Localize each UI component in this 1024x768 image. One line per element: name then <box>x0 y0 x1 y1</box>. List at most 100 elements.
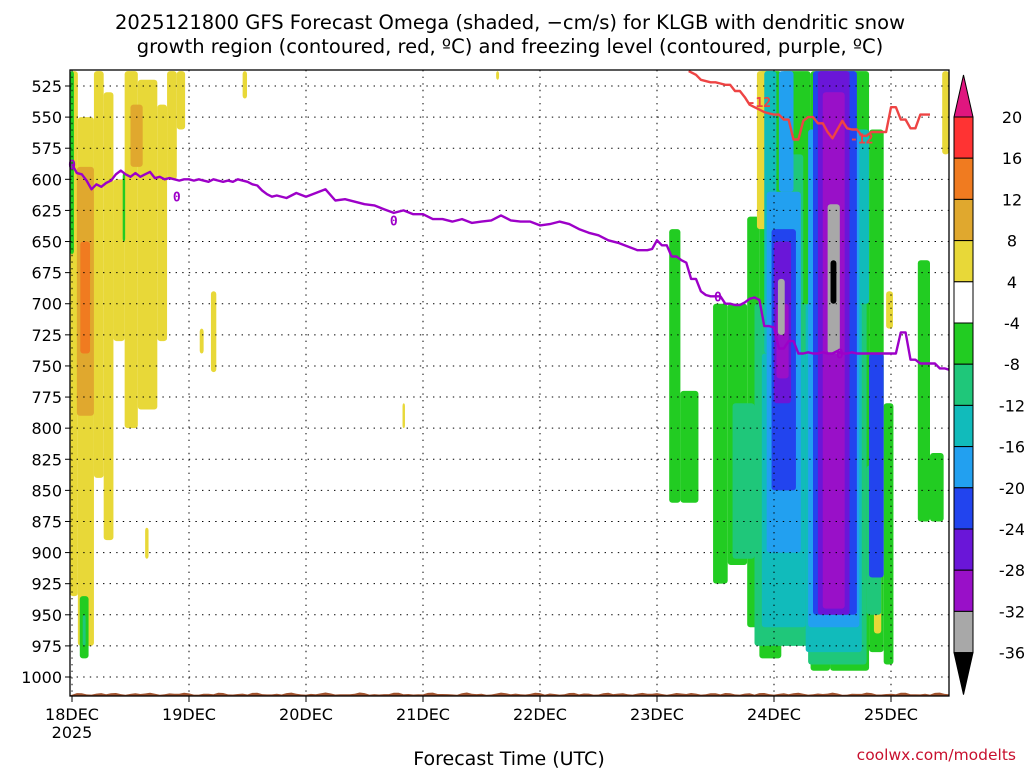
colorbar-label-16: 16 <box>1002 149 1022 168</box>
dgz-label: -12 <box>850 132 873 147</box>
omega-region-isolated-yellow-e <box>242 71 248 99</box>
omega-region-late-yellow-b <box>942 71 949 155</box>
omega-region-late-green-a <box>669 229 681 503</box>
chart-title-line2: growth region (contoured, red, ºC) and f… <box>137 35 884 58</box>
omega-region-isolated-yellow-f <box>496 71 500 80</box>
x-tick-label-18DEC: 18DEC <box>45 705 99 724</box>
colorbar-swatch--16-to--12 <box>953 404 974 448</box>
y-tick-label-525: 525 <box>31 77 62 96</box>
grid-lines <box>70 70 949 696</box>
omega-region-early-yellow-h <box>167 71 177 180</box>
x-tick-label-19DEC: 19DEC <box>162 705 216 724</box>
omega-region-late-black-a <box>830 260 837 304</box>
x-axis-title: Forecast Time (UTC) <box>413 748 604 768</box>
colorbar-label--24: -24 <box>999 520 1024 539</box>
omega-region-late-green-k <box>883 403 894 665</box>
y-tick-label-750: 750 <box>31 357 62 376</box>
freezing-level-label: 0 <box>390 214 398 229</box>
colorbar-swatch--20-to--16 <box>953 446 974 489</box>
omega-region-early-orange-a <box>80 241 91 354</box>
chart-title-line1: 2025121800 GFS Forecast Omega (shaded, −… <box>115 11 905 34</box>
omega-region-isolated-yellow-c <box>145 527 149 559</box>
colorbar-swatch--28-to--24 <box>953 528 974 571</box>
terrain-layer <box>70 692 949 696</box>
colorbar-swatch--8-to--4 <box>953 322 974 365</box>
omega-region-late-seagreen-a <box>732 403 755 559</box>
colorbar-over-arrow <box>953 74 974 118</box>
omega-region-late-dblue-c <box>869 353 884 578</box>
x-tick-label-21DEC: 21DEC <box>396 705 450 724</box>
colorbar-label-12: 12 <box>1002 190 1022 209</box>
freezing-level-label: 0 <box>68 158 76 173</box>
watermark: coolwx.com/modelts <box>857 746 1016 764</box>
colorbar-label-8: 8 <box>1007 232 1017 251</box>
colorbar-swatch-16-to-20 <box>953 116 974 159</box>
y-tick-label-975: 975 <box>31 637 62 656</box>
colorbar-label-20: 20 <box>1002 108 1022 127</box>
x-tick-label-22DEC: 22DEC <box>513 705 567 724</box>
terrain-band <box>70 692 949 696</box>
omega-region-early-gold-b <box>130 104 143 167</box>
colorbar-swatch-8-to-12 <box>953 198 974 242</box>
y-tick-label-700: 700 <box>31 295 62 314</box>
colorbar-swatch--12-to--8 <box>953 363 974 406</box>
plot-area: 0 0 0 0 0 -12 -12 <box>68 69 950 697</box>
omega-region-late-green-m <box>930 453 944 522</box>
colorbar-label--4: -4 <box>1004 314 1020 333</box>
colorbar-swatch--4-to-4 <box>953 281 974 324</box>
x-tick-label-24DEC: 24DEC <box>747 705 801 724</box>
y-tick-label-900: 900 <box>31 544 62 563</box>
y-tick-label-575: 575 <box>31 139 62 158</box>
dgz-line <box>688 70 930 141</box>
colorbar-swatch--36-to--32 <box>953 610 974 654</box>
omega-region-late-green-c <box>713 303 728 584</box>
dgz-label: -12 <box>748 96 771 111</box>
freezing-level-contour: 0 0 0 0 0 <box>68 158 950 371</box>
colorbar-under-arrow <box>953 652 974 695</box>
x-tick-label-25DEC: 25DEC <box>864 705 918 724</box>
freezing-level-label: 0 <box>173 191 181 206</box>
colorbar-swatch--32-to--28 <box>953 569 974 612</box>
freezing-level-label: 0 <box>714 290 722 305</box>
y-tick-label-775: 775 <box>31 388 62 407</box>
colorbar-swatch-12-to-16 <box>953 157 974 200</box>
plot-border <box>69 69 950 697</box>
colorbar-swatch--24-to--20 <box>953 487 974 530</box>
omega-region-early-yellow-d <box>103 92 114 541</box>
y-axis: 525 550 575 600 625 650 675 700 725 750 775 800 825 8… <box>21 77 70 687</box>
y-tick-label-1000: 1000 <box>21 668 62 687</box>
y-tick-label-725: 725 <box>31 326 62 345</box>
x-tick-label-20DEC: 20DEC <box>279 705 333 724</box>
omega-region-early-yellow-g <box>157 104 168 342</box>
omega-region-isolated-yellow-a <box>210 291 217 373</box>
x-tick-sublabel: 2025 <box>52 723 93 742</box>
freezing-level-line <box>70 163 950 371</box>
omega-region-isolated-yellow-d <box>402 403 405 429</box>
y-tick-label-875: 875 <box>31 512 62 531</box>
omega-shading <box>70 71 949 671</box>
y-tick-label-675: 675 <box>31 264 62 283</box>
omega-region-early-green-b <box>122 173 126 242</box>
omega-region-late-blue-c <box>778 71 794 192</box>
y-tick-label-925: 925 <box>31 575 62 594</box>
colorbar-label--36: -36 <box>999 644 1024 663</box>
colorbar-label--8: -8 <box>1004 355 1020 374</box>
omega-region-late-green-b <box>680 390 699 503</box>
colorbar-label--12: -12 <box>999 396 1024 415</box>
x-tick-label-23DEC: 23DEC <box>630 705 684 724</box>
y-tick-label-600: 600 <box>31 170 62 189</box>
colorbar-label--20: -20 <box>999 479 1024 498</box>
y-tick-label-800: 800 <box>31 419 62 438</box>
omega-region-late-gray-b <box>777 278 785 335</box>
y-tick-label-550: 550 <box>31 108 62 127</box>
colorbar-label-4: 4 <box>1007 273 1017 292</box>
y-tick-label-825: 825 <box>31 450 62 469</box>
colorbar-label--32: -32 <box>999 602 1024 621</box>
y-tick-label-950: 950 <box>31 606 62 625</box>
omega-region-late-yellow-c <box>886 291 893 329</box>
omega-region-isolated-yellow-b <box>199 328 204 354</box>
colorbar-label--16: -16 <box>999 438 1024 457</box>
omega-region-early-teal-c <box>82 614 86 646</box>
